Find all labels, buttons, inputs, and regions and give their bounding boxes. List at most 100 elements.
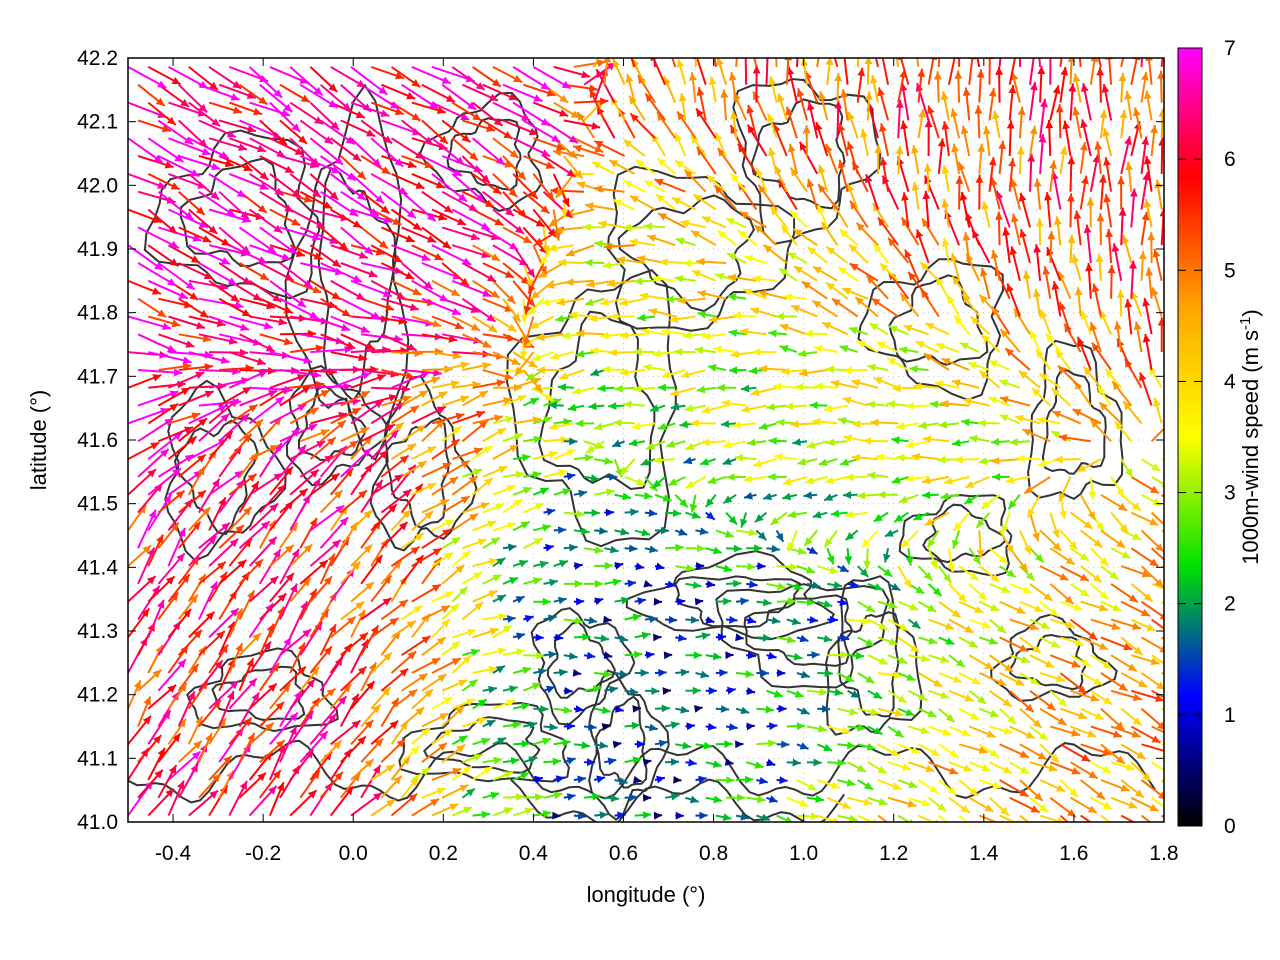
wind-vector — [482, 573, 502, 585]
wind-vector — [600, 331, 625, 340]
wind-vector — [705, 686, 717, 695]
wind-vector — [813, 345, 838, 354]
wind-vector — [330, 244, 369, 259]
wind-vector — [806, 546, 818, 555]
wind-vector — [766, 544, 781, 553]
wind-vector — [816, 565, 839, 574]
wind-vector — [752, 348, 777, 356]
wind-vector — [370, 279, 406, 300]
wind-vector — [948, 796, 971, 814]
wind-vector — [602, 365, 625, 374]
wind-vector — [1147, 232, 1156, 264]
wind-vector — [757, 289, 788, 300]
wind-vector — [319, 695, 348, 728]
wind-vector — [1130, 290, 1143, 317]
wind-vector — [557, 383, 574, 392]
wind-vector — [740, 512, 748, 528]
wind-vector — [1014, 414, 1041, 425]
terrain-contour — [317, 166, 397, 403]
wind-vector — [401, 389, 429, 407]
wind-vector — [1009, 618, 1039, 631]
wind-vector — [553, 596, 567, 605]
wind-vector — [746, 687, 756, 695]
wind-vector — [461, 571, 483, 585]
wind-vector — [934, 380, 960, 389]
wind-vector — [726, 473, 747, 481]
wind-vector — [685, 581, 702, 589]
x-tick-label: 0.2 — [429, 842, 458, 865]
wind-vector — [1086, 197, 1095, 228]
wind-vector — [431, 438, 461, 460]
wind-vector — [887, 654, 908, 665]
wind-vector — [472, 414, 504, 425]
wind-vector — [597, 384, 615, 393]
wind-vector — [988, 654, 1014, 673]
wind-vector — [634, 740, 646, 749]
wind-vector — [1100, 636, 1133, 651]
wind-vector — [675, 597, 686, 606]
wind-vector — [533, 633, 544, 642]
wind-vector — [461, 262, 497, 283]
wind-vector — [927, 583, 943, 597]
terrain-contour — [506, 269, 678, 548]
wind-vector — [1023, 270, 1031, 299]
colorbar-tick-label: 2 — [1224, 593, 1236, 616]
wind-vector — [1016, 454, 1041, 463]
wind-vector — [603, 615, 612, 624]
wind-vector — [401, 532, 425, 550]
colorbar-tick-label: 0 — [1224, 815, 1236, 838]
wind-vector — [431, 590, 454, 603]
wind-vector — [938, 600, 962, 619]
wind-vector — [847, 580, 859, 589]
wind-vector — [1080, 672, 1103, 686]
wind-vector — [713, 184, 737, 211]
wind-vector — [553, 488, 572, 496]
wind-vector — [1152, 248, 1163, 282]
wind-vector — [668, 476, 686, 487]
wind-vector — [188, 208, 218, 235]
wind-vector — [713, 345, 737, 354]
wind-vector — [208, 755, 233, 781]
wind-vector — [691, 269, 717, 282]
wind-vector — [867, 582, 884, 591]
wind-vector — [787, 510, 808, 519]
wind-vector — [178, 740, 203, 763]
wind-vector — [675, 564, 695, 572]
wind-vector — [554, 226, 585, 234]
x-tick-label: 0.4 — [519, 842, 549, 865]
wind-vector — [777, 178, 798, 211]
wind-vector — [329, 467, 354, 496]
wind-vector — [573, 454, 594, 462]
wind-vector — [690, 419, 716, 428]
wind-vector — [999, 636, 1029, 653]
wind-vector — [812, 510, 828, 519]
wind-vector — [218, 262, 252, 286]
wind-vector — [897, 779, 918, 789]
wind-vector — [1059, 565, 1090, 582]
wind-vector — [523, 471, 542, 479]
wind-vector — [431, 551, 454, 567]
wind-vector — [673, 776, 682, 784]
wind-vector — [330, 615, 357, 639]
wind-vector — [512, 208, 546, 228]
wind-vector — [533, 775, 544, 784]
wind-vector — [807, 246, 828, 264]
wind-vector — [1007, 494, 1021, 510]
wind-vector — [735, 812, 750, 821]
wind-vector — [573, 775, 587, 784]
wind-vector — [897, 672, 916, 682]
wind-vector — [128, 208, 162, 224]
wind-vector — [138, 368, 183, 377]
wind-vector — [441, 743, 466, 763]
wind-vector — [1114, 321, 1123, 353]
wind-vector — [692, 193, 717, 211]
wind-vector — [1121, 234, 1133, 264]
x-tick-label: -0.2 — [245, 842, 281, 865]
wind-vector — [147, 599, 165, 638]
wind-vector — [340, 665, 368, 692]
wind-vector — [502, 543, 517, 552]
wind-vector — [937, 565, 952, 584]
wind-vector — [766, 616, 781, 625]
wind-vector — [827, 758, 846, 767]
wind-vector — [148, 351, 192, 365]
